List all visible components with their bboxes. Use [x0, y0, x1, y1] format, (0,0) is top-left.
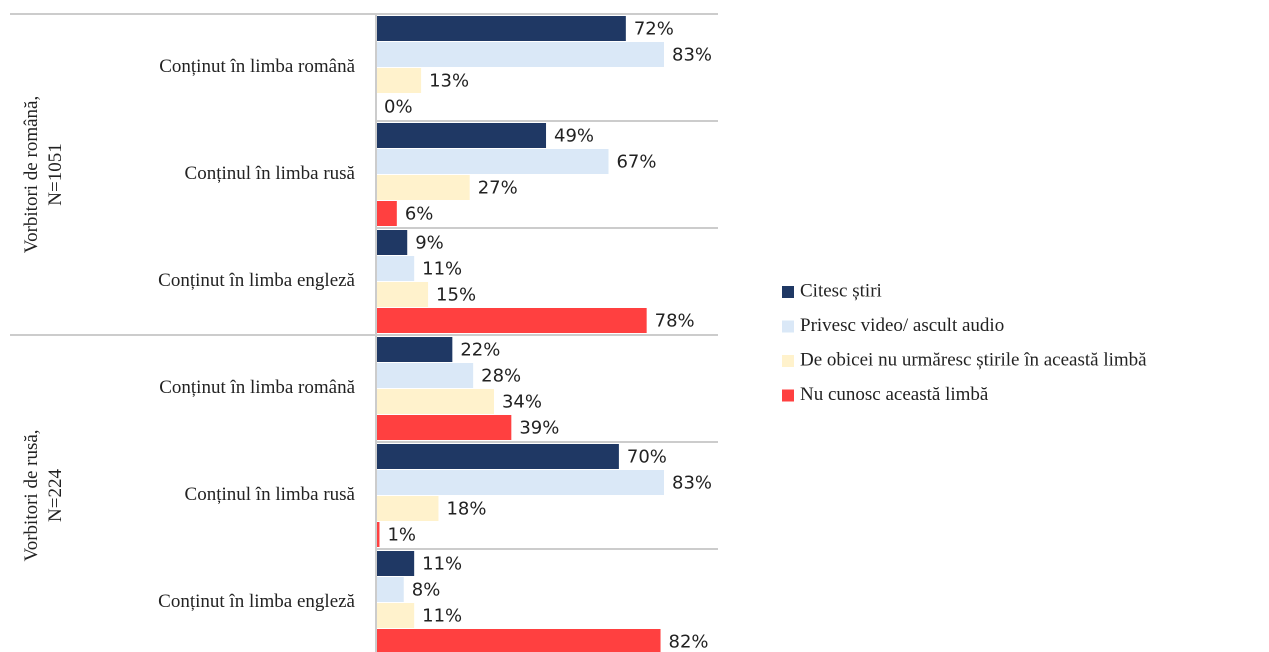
category-label: Conținut în limba engleză [158, 591, 355, 612]
legend-swatch [782, 286, 794, 298]
bar [376, 522, 380, 547]
bar [376, 308, 647, 333]
value-label: 83% [672, 45, 712, 66]
value-label: 18% [446, 499, 486, 520]
value-label: 11% [422, 554, 462, 575]
value-label: 28% [481, 366, 521, 387]
bar [376, 230, 408, 255]
bar [376, 201, 397, 226]
bar [376, 68, 422, 93]
value-label: 70% [627, 447, 667, 468]
value-label: 9% [415, 233, 444, 254]
bar [376, 16, 626, 41]
value-label: 34% [502, 392, 542, 413]
value-label: 1% [387, 525, 416, 546]
value-label: 11% [422, 259, 462, 280]
value-label: 13% [429, 71, 469, 92]
bar [376, 363, 474, 388]
bar [376, 123, 547, 148]
value-label: 22% [460, 340, 500, 361]
category-label: Conținut în limba română [159, 56, 355, 77]
category-label: Conținut în limba engleză [158, 270, 355, 291]
bar [376, 175, 470, 200]
legend-label: De obicei nu urmăresc știrile în această… [800, 349, 1147, 370]
value-label: 78% [655, 311, 695, 332]
value-label: 6% [405, 204, 434, 225]
value-label: 15% [436, 285, 476, 306]
legend-swatch [782, 320, 794, 333]
bar [376, 256, 415, 281]
group-label-line: Vorbitori de rusă, [21, 429, 42, 561]
group-label-line: N=1051 [45, 143, 66, 205]
value-label: 39% [519, 418, 559, 439]
bar [376, 337, 453, 362]
bar [376, 629, 661, 652]
group-label-line: N=224 [45, 469, 66, 522]
bar [376, 577, 404, 602]
bar [376, 149, 609, 174]
bar [376, 603, 415, 628]
value-label: 67% [616, 152, 656, 173]
bar [376, 415, 512, 440]
value-label: 0% [384, 97, 413, 118]
bar [376, 551, 415, 576]
value-label: 27% [478, 178, 518, 199]
group-label-line: Vorbitori de română, [21, 96, 42, 253]
group-label: Vorbitori de rusă, N=224 [21, 429, 66, 561]
bar [376, 389, 494, 414]
legend-label: Nu cunosc această limbă [800, 384, 989, 405]
value-label: 8% [412, 580, 441, 601]
legend-swatch [782, 389, 794, 402]
value-label: 82% [669, 632, 709, 652]
legend-label: Privesc video/ ascult audio [800, 315, 1004, 336]
bar [376, 496, 439, 521]
legend-label: Citesc știri [800, 280, 882, 301]
category-label: Conținul în limba rusă [185, 163, 356, 184]
value-label: 11% [422, 606, 462, 627]
bar [376, 42, 665, 67]
legend-swatch [782, 355, 794, 367]
category-label: Conținut în limba română [159, 377, 355, 398]
category-label: Conținul în limba rusă [185, 484, 356, 505]
value-label: 72% [634, 19, 674, 40]
group-label: Vorbitori de română, N=1051 [21, 96, 66, 253]
bar [376, 470, 665, 495]
bar [376, 444, 619, 469]
value-label: 49% [554, 126, 594, 147]
bar [376, 282, 429, 307]
value-label: 83% [672, 473, 712, 494]
